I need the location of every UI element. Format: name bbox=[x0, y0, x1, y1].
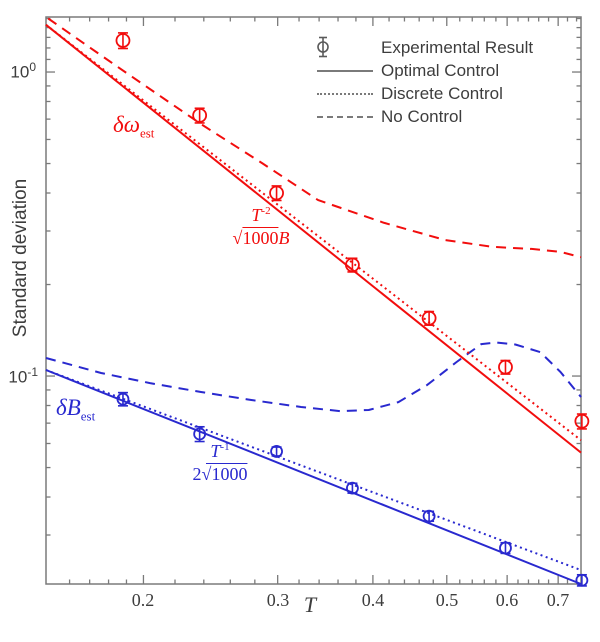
y-tick-label-0_1: 10-1 bbox=[8, 365, 38, 387]
series-delta-omega-no-control bbox=[47, 17, 582, 259]
blue-formula-denominator: 2√1000 bbox=[192, 463, 248, 484]
legend-row-optimal: Optimal Control bbox=[316, 59, 533, 82]
y-axis-title: Standard deviation bbox=[10, 178, 31, 338]
series-delta-B-no-control bbox=[45, 341, 582, 413]
legend-row-experimental: Experimental Result bbox=[316, 36, 533, 59]
x-tick-label-0.4: 0.4 bbox=[361, 590, 385, 610]
dashed-line-icon bbox=[316, 115, 374, 118]
plot-border bbox=[45, 16, 582, 585]
series-delta-B-discrete-control bbox=[45, 369, 582, 572]
blue-formula: T-1 2√1000 bbox=[174, 441, 266, 484]
x-axis-title: T bbox=[303, 592, 317, 617]
red-series-label: δωest bbox=[113, 112, 155, 141]
x-tick-label-0.3: 0.3 bbox=[266, 590, 290, 610]
legend-label-experimental: Experimental Result bbox=[381, 37, 534, 57]
legend-label-nocontrol: No Control bbox=[381, 106, 463, 126]
legend-label-discrete: Discrete Control bbox=[381, 83, 503, 103]
series-delta-B-optimal-control bbox=[45, 369, 582, 585]
x-tick-label-0.7: 0.7 bbox=[546, 590, 570, 610]
blue-formula-numerator: T-1 bbox=[206, 441, 234, 464]
legend-row-discrete: Discrete Control bbox=[316, 82, 533, 105]
legend-label-optimal: Optimal Control bbox=[381, 60, 500, 80]
radical-sign: √ bbox=[201, 463, 212, 484]
legend-row-nocontrol: No Control bbox=[316, 105, 533, 128]
radical-sign: √ bbox=[232, 227, 243, 248]
legend: Experimental Result Optimal Control Disc… bbox=[316, 36, 533, 128]
dotted-line-icon bbox=[316, 92, 374, 95]
data-point-delta-B-experimental bbox=[270, 445, 283, 458]
x-tick-label-0.5: 0.5 bbox=[435, 590, 459, 610]
series-delta-omega-optimal-control bbox=[45, 24, 582, 454]
blue-series-label: δBest bbox=[56, 395, 96, 424]
y-tick-label-1: 100 bbox=[10, 60, 36, 82]
x-tick-label-0.6: 0.6 bbox=[495, 590, 519, 610]
x-tick-label-0.2: 0.2 bbox=[131, 590, 155, 610]
red-formula-denominator: √1000B bbox=[232, 227, 290, 248]
red-formula-numerator: T-2 bbox=[247, 205, 275, 228]
solid-line-icon bbox=[316, 69, 374, 72]
red-formula: T-2 √1000B bbox=[213, 205, 309, 248]
